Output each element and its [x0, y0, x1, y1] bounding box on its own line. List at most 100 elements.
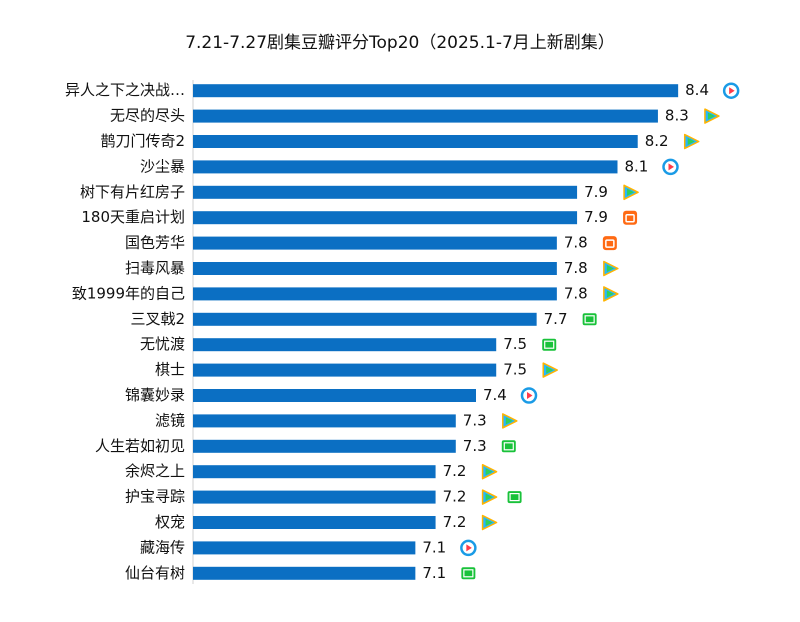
value-label: 7.9: [584, 208, 608, 226]
icon-inner: [463, 569, 474, 578]
y-tick-label: 余烬之上: [125, 462, 185, 480]
bar: [193, 465, 436, 479]
icon-play-inner: [627, 188, 635, 196]
bar: [193, 338, 497, 352]
platform-icon: [461, 567, 476, 580]
value-label: 7.1: [422, 538, 446, 556]
platform-icon: [662, 158, 679, 176]
platform-icon: [704, 108, 720, 124]
platform-icon: [582, 313, 597, 326]
platform-icon: [502, 413, 518, 429]
value-label: 7.5: [503, 361, 527, 379]
chart-title: 7.21-7.27剧集豆瓣评分Top20（2025.1-7月上新剧集）: [185, 33, 615, 53]
icon-play: [729, 87, 735, 95]
platform-icon: [602, 236, 617, 251]
platform-icon: [603, 286, 619, 302]
platform-icon: [542, 362, 558, 378]
y-tick-label: 国色芳华: [125, 234, 185, 252]
bar: [193, 363, 497, 377]
platform-icon: [460, 539, 477, 557]
bar: [193, 287, 557, 301]
bar: [193, 211, 578, 225]
platform-icon: [623, 184, 639, 201]
icon-inner: [605, 239, 615, 248]
y-tick-label: 异人之下之决战…: [65, 81, 185, 99]
icon-play-inner: [485, 468, 493, 476]
icon-play: [668, 163, 674, 171]
y-tick-label: 无忧渡: [140, 335, 185, 353]
y-tick-label: 扫毒风暴: [125, 259, 185, 277]
bar: [193, 490, 436, 504]
bar: [193, 389, 476, 402]
value-label: 7.7: [544, 310, 568, 328]
y-tick-label: 权宠: [155, 513, 185, 531]
icon-play-inner: [485, 519, 493, 526]
y-tick-label: 人生若如初见: [95, 437, 185, 455]
icon-play-inner: [707, 112, 715, 120]
value-label: 7.1: [422, 564, 446, 582]
bar: [193, 439, 456, 453]
bar: [193, 84, 679, 98]
icon-play-inner: [606, 265, 614, 272]
y-tick-label: 棋士: [155, 361, 185, 379]
platform-icon: [722, 82, 740, 99]
value-label: 7.9: [584, 183, 608, 201]
value-label: 7.2: [443, 462, 467, 480]
y-tick-label: 鹊刀门传奇2: [100, 132, 185, 150]
y-tick-label: 沙尘暴: [140, 157, 185, 175]
icon-play-inner: [485, 493, 493, 501]
y-tick-label: 护宝寻踪: [125, 488, 185, 506]
y-tick-label: 藏海传: [140, 538, 185, 556]
value-label: 7.5: [503, 335, 527, 353]
icon-play-inner: [687, 138, 695, 145]
value-label: 7.2: [443, 488, 467, 506]
icon-inner: [503, 442, 514, 451]
value-label: 7.8: [564, 284, 588, 302]
bar: [193, 160, 618, 174]
y-tick-label: 三叉戟2: [130, 310, 185, 328]
platform-icon: [507, 491, 522, 504]
bar: [193, 185, 578, 199]
icon-box: [602, 236, 617, 251]
icon-inner: [544, 340, 555, 349]
value-label: 8.3: [665, 107, 689, 125]
icon-box: [623, 210, 638, 225]
bar: [193, 236, 557, 250]
icon-inner: [509, 493, 520, 502]
value-label: 7.8: [564, 234, 588, 252]
icon-play: [466, 544, 472, 552]
platform-icon: [603, 260, 619, 277]
value-label: 7.4: [483, 386, 507, 404]
platform-icon: [542, 338, 557, 351]
bar: [193, 262, 557, 275]
y-tick-label: 锦囊妙录: [125, 386, 185, 404]
icon-play-inner: [505, 417, 513, 425]
y-tick-label: 无尽的尽头: [110, 107, 185, 125]
icon-inner: [625, 213, 635, 223]
bar: [193, 135, 638, 148]
y-tick-label: 180天重启计划: [81, 208, 185, 226]
value-label: 8.4: [685, 81, 709, 99]
y-tick-label: 滤镜: [155, 411, 185, 429]
bar: [193, 312, 537, 326]
value-label: 7.2: [443, 513, 467, 531]
value-label: 8.1: [625, 157, 649, 175]
bar: [193, 516, 436, 529]
value-label: 8.2: [645, 132, 669, 150]
icon-inner: [584, 315, 595, 324]
y-tick-label: 树下有片红房子: [80, 183, 185, 201]
platform-icon: [520, 387, 538, 404]
y-tick-label: 致1999年的自己: [72, 284, 185, 302]
bar: [193, 109, 658, 123]
bar: [193, 541, 416, 555]
value-label: 7.3: [463, 437, 487, 455]
platform-icon: [501, 440, 516, 453]
bar: [193, 566, 416, 580]
platform-icon: [623, 210, 638, 225]
platform-icon: [683, 133, 700, 150]
platform-icon: [481, 463, 498, 480]
value-label: 7.3: [463, 411, 487, 429]
icon-play-inner: [546, 366, 554, 374]
